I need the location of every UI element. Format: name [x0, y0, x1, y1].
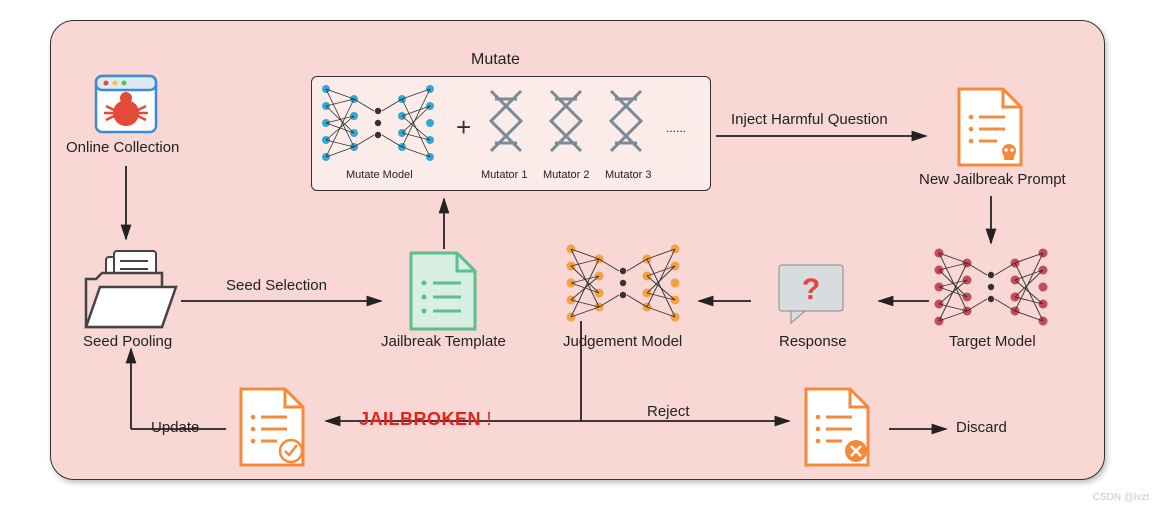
mutator3-label: Mutator 3	[605, 169, 651, 181]
judgement-model-label: Judgement Model	[563, 333, 682, 350]
template-doc-icon	[411, 253, 475, 329]
watermark: CSDN @lvzt	[1093, 492, 1149, 503]
mutate-title: Mutate	[471, 51, 520, 69]
update-label: Update	[151, 419, 199, 436]
reject-label: Reject	[647, 403, 690, 420]
jailbreak-template-label: Jailbreak Template	[381, 333, 506, 350]
jailbroken-doc-icon	[241, 389, 303, 465]
seed-pooling-label: Seed Pooling	[83, 333, 172, 350]
mutate-model-label: Mutate Model	[346, 169, 413, 181]
target-model-nn-icon	[935, 249, 1048, 326]
online-collection-label: Online Collection	[66, 139, 179, 156]
svg-text:?: ?	[802, 273, 820, 306]
discard-doc-icon	[806, 389, 868, 465]
new-prompt-doc-icon	[959, 89, 1021, 165]
jailbroken-label: JAILBROKEN !	[359, 409, 492, 430]
seed-selection-label: Seed Selection	[226, 277, 327, 294]
new-prompt-label: New Jailbreak Prompt	[919, 171, 1066, 188]
target-model-label: Target Model	[949, 333, 1036, 350]
response-label: Response	[779, 333, 847, 350]
browser-bug-icon	[96, 76, 156, 132]
inject-label: Inject Harmful Question	[731, 111, 888, 128]
discard-label: Discard	[956, 419, 1007, 436]
mutator-dots: ......	[666, 121, 686, 135]
judgement-model-nn-icon	[567, 245, 680, 322]
mutator2-label: Mutator 2	[543, 169, 589, 181]
diagram-canvas: +	[50, 20, 1105, 480]
speech-bubble-icon: ?	[779, 265, 843, 323]
folder-icon	[86, 251, 176, 327]
mutator1-label: Mutator 1	[481, 169, 527, 181]
